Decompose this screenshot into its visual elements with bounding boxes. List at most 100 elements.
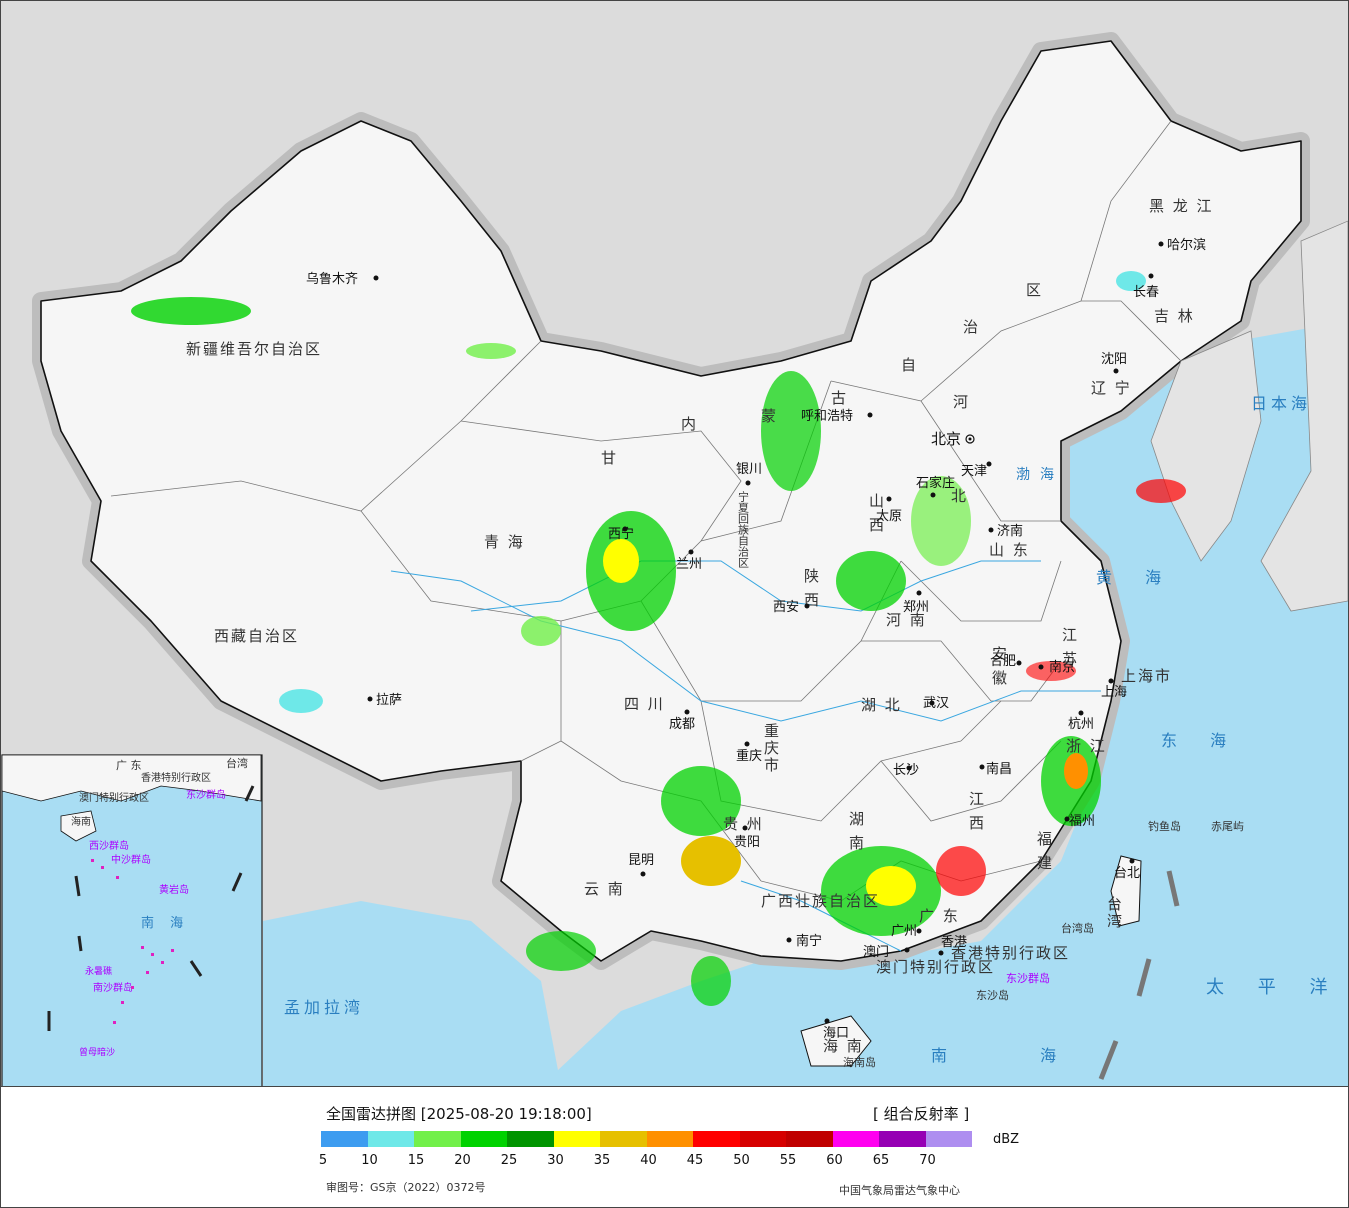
city-nanjing: 南京 (1049, 659, 1075, 675)
island-labels: 钓鱼岛 赤尾屿 台湾岛 东沙群岛 东沙岛 海南岛 (843, 819, 1244, 1069)
label-jiangsu: 江 苏 (1060, 627, 1078, 668)
label-gansu: 甘 (601, 449, 618, 467)
inset-label-xisha: 西沙群岛 (89, 839, 129, 852)
island-diaoyu: 钓鱼岛 (1148, 819, 1181, 833)
label-xizang: 西藏自治区 (214, 627, 299, 645)
label-neimenggu-5: 治 (963, 318, 980, 336)
label-yunnan: 云 南 (584, 880, 625, 898)
label-guangdong: 广 东 (919, 907, 960, 925)
legend-unit: dBZ (993, 1132, 1020, 1147)
data-source: 中国气象局雷达气象中心 (839, 1184, 960, 1197)
legend-tick-60: 60 (826, 1153, 843, 1168)
map-approval-number: 审图号：GS京（2022）0372号 (326, 1181, 486, 1194)
city-shijiazhuang: 石家庄 (916, 475, 955, 491)
korea-land (1150, 330, 1262, 562)
legend-tick-5: 5 (318, 1153, 328, 1168)
city-jinan: 济南 (997, 523, 1023, 539)
sea-labels: 日本海 渤海 黄 海 东 海 太 平 洋 南 海 孟加拉湾 (284, 394, 1341, 1065)
legend-swatch-35 (600, 1131, 647, 1147)
legend-swatch-70 (925, 1131, 972, 1147)
label-macau: 澳门特别行政区 (876, 958, 995, 976)
city-hefei: 合肥 (990, 654, 1016, 669)
inset-label-zengmu: 曾母暗沙 (79, 1046, 115, 1058)
inset-label-nansha: 南沙群岛 (93, 981, 133, 994)
legend-swatch-65 (879, 1131, 926, 1147)
city-hangzhou: 杭州 (1068, 717, 1094, 732)
legend-swatch-20 (460, 1131, 507, 1147)
city-urumqi: 乌鲁木齐 (306, 271, 358, 287)
inset-label-zhongsha: 中沙群岛 (111, 853, 151, 866)
inset-label-guangdong: 广 东 (116, 759, 142, 772)
sea-bohai: 渤海 (1016, 467, 1064, 483)
legend-tick-30: 30 (547, 1153, 564, 1168)
legend-panel: 全国雷达拼图 [2025-08-20 19:18:00] [ 组合反射率 ] 5… (0, 1087, 1349, 1208)
legend-tick-45: 45 (686, 1153, 704, 1168)
sea-pacific: 太 平 洋 (1206, 977, 1341, 998)
city-guiyang: 贵阳 (734, 835, 760, 850)
inset-label-macau: 澳门特别行政区 (79, 791, 149, 804)
legend-swatch-5 (321, 1131, 368, 1147)
city-kunming: 昆明 (628, 853, 654, 868)
city-shanghai-city: 上海 (1101, 685, 1127, 700)
city-changchun: 长春 (1133, 285, 1159, 300)
city-tianjin: 天津 (961, 464, 987, 479)
city-taiyuan: 太原 (876, 509, 902, 524)
city-labels: 乌鲁木齐 拉萨 西宁 兰州 银川 呼和浩特 北京 天津 石家庄 太原 济南 郑州… (306, 237, 1206, 1041)
legend-product: [ 组合反射率 ] (873, 1105, 970, 1123)
legend-title: 全国雷达拼图 [2025-08-20 19:18:00] (326, 1105, 592, 1123)
label-jiangxi: 江 西 (967, 791, 985, 832)
radar-echoes (131, 271, 1186, 1006)
island-hainan: 海南岛 (843, 1055, 876, 1069)
city-harbin: 哈尔滨 (1167, 237, 1206, 253)
province-labels: 新疆维吾尔自治区 西藏自治区 青 海 甘 四 川 云 南 内 蒙 古 自 治 区… (186, 197, 1212, 1055)
inset-label-hainan: 海南 (71, 815, 91, 828)
label-guangxi: 广西壮族自治区 (761, 892, 880, 910)
city-chengdu: 成都 (669, 717, 695, 732)
legend-tick-70: 70 (919, 1153, 936, 1168)
legend-tick-15: 15 (407, 1153, 425, 1168)
legend-swatch-40 (646, 1131, 693, 1147)
city-guangzhou: 广州 (891, 924, 917, 939)
label-hunan: 湖 南 (847, 811, 865, 852)
sea-south: 南 海 (931, 1046, 1100, 1065)
island-dongsha: 东沙群岛 (1006, 971, 1050, 985)
label-hongkong: 香港特别行政区 (951, 944, 1070, 962)
legend-swatch-45 (693, 1131, 740, 1147)
city-markers (367, 241, 1164, 1024)
city-yinchuan: 银川 (736, 462, 762, 477)
label-chongqing: 重庆市 (762, 723, 780, 774)
label-neimenggu-2: 蒙 (761, 407, 778, 425)
radar-map: 新疆维吾尔自治区 西藏自治区 青 海 甘 四 川 云 南 内 蒙 古 自 治 区… (0, 0, 1349, 1087)
city-nanning: 南宁 (796, 933, 822, 949)
sea-japan: 日本海 (1251, 394, 1311, 413)
label-shanghai: 上海市 (1121, 667, 1172, 685)
city-nanchang: 南昌 (986, 761, 1012, 777)
legend-swatch-30 (553, 1131, 600, 1147)
map-canvas: 新疆维吾尔自治区 西藏自治区 青 海 甘 四 川 云 南 内 蒙 古 自 治 区… (1, 32, 1348, 1086)
legend-swatch-50 (739, 1131, 786, 1147)
inset-label-southsea: 南 海 (141, 915, 189, 931)
hainan-land (800, 1015, 872, 1067)
japan-land (1260, 220, 1348, 612)
label-liaoning: 辽 宁 (1091, 379, 1132, 397)
legend-ticks: 5 10 15 20 25 30 35 40 45 50 55 60 65 70 (318, 1153, 981, 1171)
label-henan: 河 南 (886, 611, 927, 629)
legend-color-scale (321, 1131, 972, 1147)
south-sea-inset: 广 东 台湾 香港特别行政区 澳门特别行政区 东沙群岛 海南 西沙群岛 中沙群岛… (1, 754, 263, 1086)
label-hainan: 海 南 (823, 1037, 864, 1055)
legend-swatch-15 (414, 1131, 461, 1147)
city-zhengzhou: 郑州 (903, 600, 929, 615)
legend-swatch-25 (507, 1131, 554, 1147)
legend-swatch-60 (832, 1131, 879, 1147)
island-dongsha-dao: 东沙岛 (976, 988, 1009, 1002)
sea-east: 东 海 (1161, 731, 1240, 750)
label-shaanxi: 陕 西 (802, 568, 820, 609)
city-wuhan: 武汉 (923, 696, 949, 711)
rivers (390, 560, 1101, 952)
sea-bengal: 孟加拉湾 (284, 998, 364, 1017)
legend-swatch-10 (367, 1131, 414, 1147)
city-beijing: 北京 (931, 430, 961, 448)
legend-tick-20: 20 (454, 1153, 471, 1168)
inset-label-huangyan: 黄岩岛 (159, 883, 189, 896)
label-neimenggu-3: 古 (831, 389, 848, 407)
